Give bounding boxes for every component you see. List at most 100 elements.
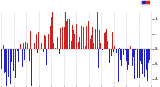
Bar <box>48 34 49 49</box>
Bar <box>147 49 148 81</box>
Bar <box>92 27 93 49</box>
Bar <box>128 49 129 65</box>
Bar <box>81 26 82 49</box>
Bar <box>1 49 2 69</box>
Bar <box>113 49 114 52</box>
Bar <box>27 43 28 49</box>
Bar <box>30 31 31 49</box>
Bar <box>45 36 46 49</box>
Bar <box>88 21 89 49</box>
Bar <box>8 49 9 77</box>
Bar <box>149 49 150 60</box>
Bar <box>109 49 110 63</box>
Bar <box>78 42 79 49</box>
Bar <box>76 24 77 49</box>
Bar <box>12 49 13 72</box>
Bar <box>57 37 58 49</box>
Bar <box>46 49 47 65</box>
Bar <box>24 49 25 60</box>
Bar <box>123 49 124 55</box>
Bar <box>138 49 139 75</box>
Bar <box>80 48 81 49</box>
Bar <box>119 48 120 49</box>
Bar <box>63 26 64 49</box>
Bar <box>101 49 102 59</box>
Bar <box>52 12 53 49</box>
Bar <box>148 49 149 63</box>
Bar <box>93 44 94 49</box>
Bar <box>91 35 92 49</box>
Bar <box>60 28 61 49</box>
Bar <box>5 49 6 72</box>
Bar <box>90 39 91 49</box>
Legend: , : , <box>141 0 150 5</box>
Bar <box>74 34 75 49</box>
Bar <box>79 37 80 49</box>
Bar <box>10 49 11 84</box>
Bar <box>65 12 66 49</box>
Bar <box>139 49 140 78</box>
Bar <box>50 26 51 49</box>
Bar <box>20 44 21 49</box>
Bar <box>25 42 26 49</box>
Bar <box>118 49 119 82</box>
Bar <box>142 49 143 74</box>
Bar <box>131 49 132 54</box>
Bar <box>97 12 98 49</box>
Bar <box>67 19 68 49</box>
Bar <box>13 49 14 71</box>
Bar <box>2 46 3 49</box>
Bar <box>3 45 4 49</box>
Bar <box>100 43 101 49</box>
Bar <box>71 41 72 49</box>
Bar <box>83 27 84 49</box>
Bar <box>51 17 52 49</box>
Bar <box>53 43 54 49</box>
Bar <box>135 49 136 50</box>
Bar <box>35 49 36 55</box>
Bar <box>23 43 24 49</box>
Bar <box>29 49 30 61</box>
Bar <box>120 49 121 60</box>
Bar <box>11 49 12 62</box>
Bar <box>18 49 19 62</box>
Bar <box>137 49 138 78</box>
Bar <box>126 49 127 61</box>
Bar <box>136 49 137 57</box>
Bar <box>6 49 7 86</box>
Bar <box>41 43 42 49</box>
Bar <box>95 29 96 49</box>
Bar <box>68 17 69 49</box>
Bar <box>70 33 71 49</box>
Bar <box>33 49 34 76</box>
Bar <box>102 49 103 50</box>
Bar <box>141 49 142 64</box>
Bar <box>38 32 39 49</box>
Bar <box>121 49 122 66</box>
Bar <box>62 27 63 49</box>
Bar <box>132 49 133 66</box>
Bar <box>144 49 145 77</box>
Bar <box>73 30 74 49</box>
Bar <box>103 20 104 49</box>
Bar <box>111 49 112 56</box>
Bar <box>125 49 126 50</box>
Bar <box>69 19 70 49</box>
Bar <box>55 48 56 49</box>
Bar <box>43 49 44 52</box>
Bar <box>133 49 134 56</box>
Bar <box>64 27 65 49</box>
Bar <box>146 49 147 70</box>
Bar <box>85 46 86 49</box>
Bar <box>15 49 16 78</box>
Bar <box>36 34 37 49</box>
Bar <box>17 49 18 51</box>
Bar <box>34 44 35 49</box>
Bar <box>104 33 105 49</box>
Bar <box>130 46 131 49</box>
Bar <box>22 49 23 67</box>
Bar <box>114 46 115 49</box>
Bar <box>116 49 117 53</box>
Bar <box>107 41 108 49</box>
Bar <box>106 29 107 49</box>
